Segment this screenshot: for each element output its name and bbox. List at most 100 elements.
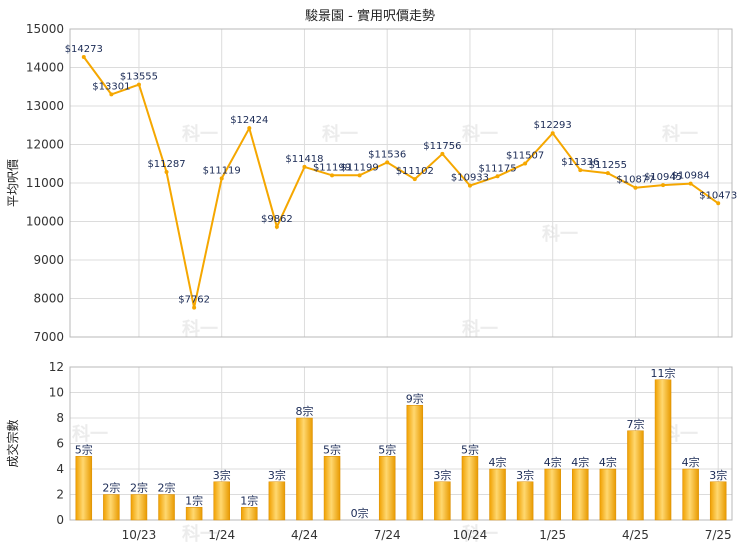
line-point <box>136 82 141 87</box>
watermark-text: 科一 <box>182 523 218 545</box>
line-point <box>192 305 197 310</box>
bar-data-label: 5宗 <box>461 442 479 456</box>
line-point <box>357 173 362 178</box>
bar <box>378 456 396 521</box>
bar-y-tick-label: 10 <box>49 386 64 400</box>
watermark-text: 科一 <box>462 318 498 340</box>
x-tick-label: 7/24 <box>374 528 401 542</box>
bar-data-label: 2宗 <box>102 481 120 495</box>
bar-data-label: 4宗 <box>489 455 507 469</box>
line-y-tick-label: 9000 <box>33 253 64 267</box>
bar-y-tick-label: 6 <box>56 437 64 451</box>
line-y-tick-label: 12000 <box>26 138 64 152</box>
line-chart: 7000 8000 9000 10000 11000 12000 13000 14000 150… <box>6 22 737 344</box>
bar <box>241 507 258 521</box>
line-point <box>109 92 114 97</box>
line-point <box>661 183 666 188</box>
bar-data-label: 4宗 <box>682 455 700 469</box>
line-point <box>605 171 610 176</box>
line-y-tick-label: 11000 <box>26 176 64 190</box>
line-data-label: $10984 <box>672 171 710 182</box>
x-tick-label: 1/25 <box>539 528 566 542</box>
line-plot-frame <box>69 28 733 338</box>
bar <box>627 430 644 521</box>
bar-plot-frame <box>69 366 733 521</box>
bar <box>130 494 148 521</box>
line-data-label: $11756 <box>423 141 461 152</box>
bar-data-label: 3宗 <box>433 468 451 482</box>
x-tick-label: 10/23 <box>122 528 157 542</box>
bar-data-label: 4宗 <box>571 455 589 469</box>
bar <box>434 481 451 521</box>
bar <box>544 468 561 521</box>
line-point <box>495 174 500 179</box>
x-tick-label: 7/25 <box>705 528 732 542</box>
line-data-label: $11418 <box>285 154 323 165</box>
x-tick-label: 4/24 <box>291 528 318 542</box>
line-point <box>219 176 224 181</box>
bar-chart: 0 2 4 6 8 10 12 成交宗數 5宗 2宗 2宗 2宗 1宗 3宗 1宗 3宗 8宗 5宗 0宗 5宗 9宗 3… <box>5 360 733 542</box>
line-y-tick-label: 13000 <box>26 99 64 113</box>
bar <box>268 481 286 521</box>
watermark-text: 科一 <box>182 318 218 340</box>
line-y-tick-label: 14000 <box>26 61 64 75</box>
bar-y-tick-label: 12 <box>49 360 64 374</box>
line-data-label: $11199 <box>341 162 379 173</box>
line-data-label: $10877 <box>616 175 654 186</box>
line-point <box>578 168 583 173</box>
bar-data-label: 2宗 <box>130 481 148 495</box>
bar-data-label: 9宗 <box>406 391 424 405</box>
line-y-tick-label: 15000 <box>26 22 64 36</box>
bar-data-label: 4宗 <box>544 455 562 469</box>
bar-data-label: 5宗 <box>75 442 93 456</box>
bar <box>654 379 672 521</box>
watermark-text: 科一 <box>72 423 108 445</box>
bar <box>323 456 341 521</box>
bar <box>75 456 93 521</box>
bar-data-label: 3宗 <box>709 468 727 482</box>
line-point <box>81 54 86 59</box>
line-data-label: $14273 <box>65 44 103 55</box>
line-point <box>550 131 555 136</box>
bar <box>185 507 203 521</box>
line-data-label: $13555 <box>120 72 158 83</box>
bar <box>461 456 479 521</box>
line-data-label: $13301 <box>92 81 130 92</box>
bar-y-tick-label: 0 <box>56 513 64 527</box>
bar <box>599 468 617 521</box>
bar <box>572 468 589 521</box>
bar <box>709 481 727 521</box>
watermark-text: 科一 <box>462 123 498 145</box>
line-data-label: $9862 <box>261 214 293 225</box>
line-y-axis-label: 平均呎價 <box>6 159 20 207</box>
line-data-label: $11287 <box>147 159 185 170</box>
line-point <box>412 177 417 182</box>
bar <box>682 468 699 521</box>
line-data-label: $10945 <box>644 172 682 183</box>
x-tick-label: 10/24 <box>453 528 488 542</box>
line-point <box>274 224 279 229</box>
line-data-label: $11199 <box>313 162 351 173</box>
line-data-label: $11119 <box>203 165 241 176</box>
bar-y-tick-label: 8 <box>56 411 64 425</box>
bar-data-label: 3宗 <box>516 468 534 482</box>
line-data-label: $10933 <box>451 173 489 184</box>
line-point <box>440 151 445 156</box>
bar <box>489 468 506 521</box>
line-data-label: $11175 <box>478 163 516 174</box>
watermark-text: 科一 <box>182 123 218 145</box>
bar-data-label: 1宗 <box>185 493 203 507</box>
line-data-label: $11507 <box>506 150 544 161</box>
line-point <box>688 181 693 186</box>
bar-data-label: 7宗 <box>626 417 644 431</box>
watermark-text: 科一 <box>322 123 358 145</box>
line-point <box>330 173 335 178</box>
line-data-label: $11536 <box>368 149 406 160</box>
bar-data-label: 1宗 <box>240 493 258 507</box>
line-y-tick-label: 7000 <box>33 330 64 344</box>
line-data-label: $10473 <box>699 190 737 201</box>
bar-data-label: 2宗 <box>158 481 176 495</box>
line-data-label: $11336 <box>561 157 599 168</box>
bar <box>213 481 230 521</box>
